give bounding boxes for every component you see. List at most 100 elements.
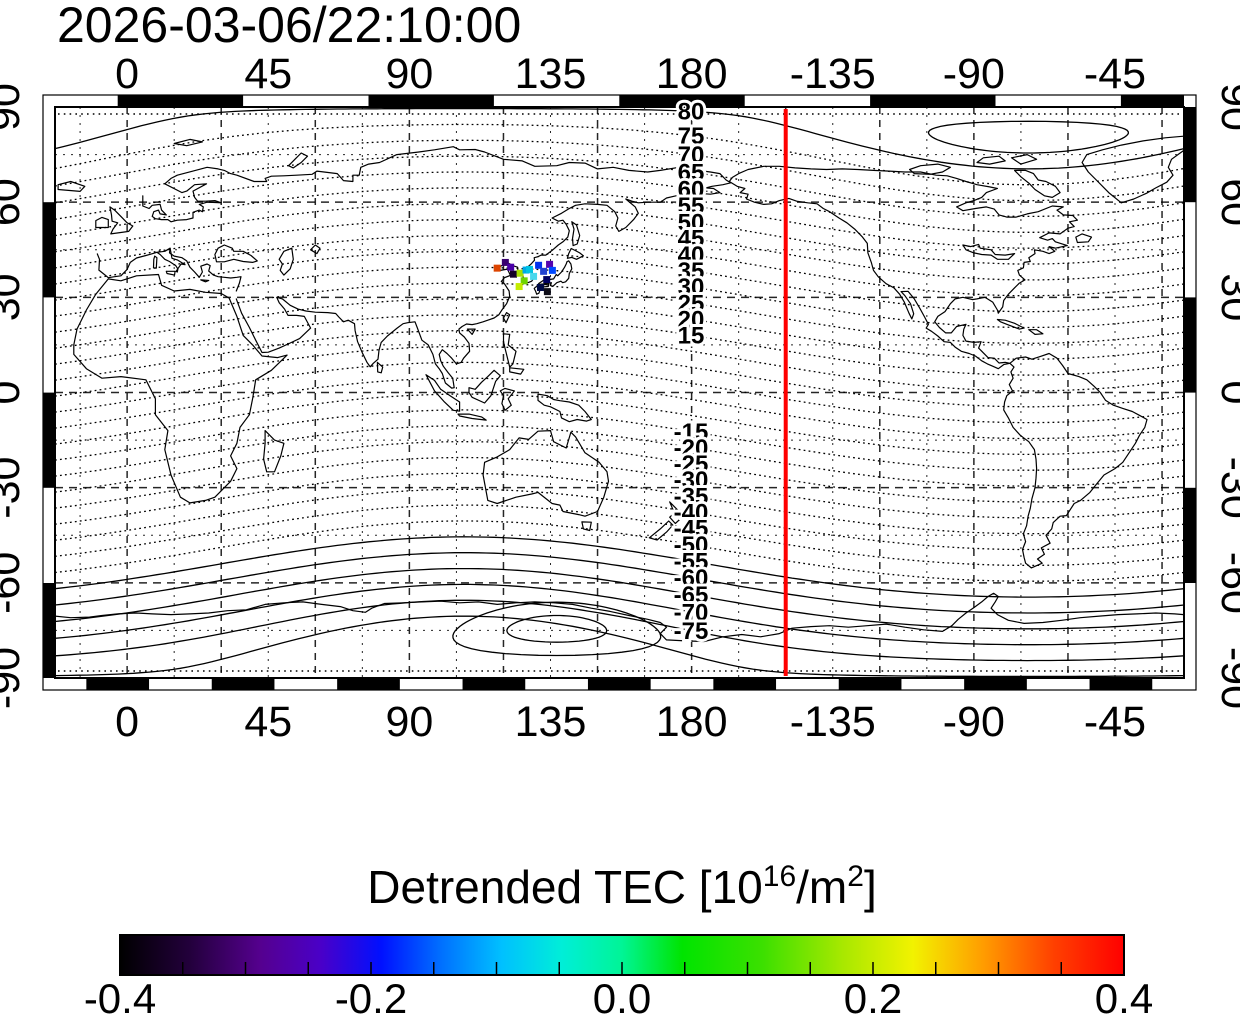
scatter-point: [515, 283, 523, 291]
axis-and-contour-labels: 0045459090135135180180-135-135-90-90-45-…: [0, 50, 1240, 746]
coastline-path: [581, 521, 592, 532]
map-border-frame: [42, 94, 1197, 691]
magnetic-latitude-contours: [54, 107, 1185, 678]
plot-title: 2026-03-06/22:10:00: [57, 0, 521, 53]
contour-label: 65: [678, 159, 705, 186]
contour-label: -30: [674, 467, 709, 494]
mag-contour-line: [54, 504, 1185, 567]
border-zebra-right: [1184, 297, 1196, 393]
mag-contour-line: [54, 187, 1185, 249]
coastline-path: [457, 413, 487, 421]
left-axis-tick-label: 0: [0, 381, 29, 405]
border-zebra-bottom: [1089, 678, 1153, 690]
coastline-path: [263, 430, 285, 473]
top-axis-tick-label: 135: [515, 50, 587, 98]
right-axis-tick-label: -60: [1212, 552, 1240, 614]
left-axis-tick-label: -90: [0, 647, 29, 709]
mag-contour-line: [54, 393, 1185, 456]
coastline-path: [499, 387, 515, 411]
coastline-path: [509, 367, 525, 375]
mag-contour-line: [54, 234, 1185, 297]
colorbar: Detrended TEC [1016/m2] -0.4 -0.2 0.0 0.2 0.…: [84, 860, 1153, 1022]
border-zebra-top: [619, 95, 745, 107]
border-zebra-bottom: [337, 678, 400, 690]
border-zebra-bottom: [462, 678, 526, 690]
scatter-point: [540, 267, 548, 275]
coastline-path: [468, 369, 501, 404]
top-axis-tick-label: -90: [943, 50, 1005, 98]
coastline-path: [669, 501, 688, 525]
right-axis-tick-label: 90: [1212, 83, 1240, 131]
bottom-axis-tick-label: 0: [115, 698, 139, 746]
colorbar-title: Detrended TEC [1016/m2]: [367, 860, 876, 913]
left-axis-tick-label: -30: [0, 457, 29, 519]
top-axis-tick-label: 90: [385, 50, 433, 98]
colorbar-tick-label: 0.4: [1095, 975, 1153, 1022]
mag-contour-line: [54, 488, 1185, 551]
contour-label: -70: [674, 599, 709, 626]
red-meridian-line: [783, 109, 788, 676]
mag-contour-line: [54, 536, 1185, 598]
coastline-path: [200, 279, 210, 283]
mag-contour-line: [54, 218, 1185, 281]
coastline-path: [109, 206, 134, 235]
coastline-path: [1120, 149, 1185, 204]
coastline-path: [288, 152, 309, 169]
border-zebra-bottom: [713, 678, 777, 690]
bottom-axis-tick-label: -90: [943, 698, 1005, 746]
top-axis-tick-label: 180: [656, 50, 728, 98]
bottom-axis-tick-label: 90: [385, 698, 433, 746]
coastline-path: [566, 247, 584, 260]
mag-contour-line: [54, 203, 1185, 265]
mag-contour-line: [54, 139, 1185, 202]
border-zebra-right: [1184, 487, 1196, 583]
coastline-path: [996, 318, 1025, 330]
border-zebra-bottom: [211, 678, 275, 690]
top-axis-tick-label: 45: [244, 50, 292, 98]
coastline-path: [425, 374, 461, 412]
scatter-point: [543, 288, 551, 296]
colorbar-tick-label: -0.2: [335, 975, 407, 1022]
mag-contour-line: [54, 282, 1185, 344]
bottom-axis-tick-label: -135: [790, 698, 876, 746]
colorbar-gradient-bar: [119, 934, 1125, 976]
right-axis-tick-label: 60: [1212, 178, 1240, 226]
contour-label: 75: [678, 123, 705, 150]
contour-label: 25: [678, 290, 705, 317]
coastline-path: [502, 312, 511, 324]
left-axis-tick-label: 90: [0, 83, 29, 131]
left-axis-tick-label: 30: [0, 273, 29, 321]
top-axis-tick-label: -45: [1084, 50, 1146, 98]
coastline-path: [537, 393, 592, 423]
coastline-path: [96, 247, 242, 292]
coastline-path: [152, 255, 158, 269]
mag-contour-line: [54, 441, 1185, 503]
coastline-path: [1014, 169, 1061, 198]
mag-contour-line: [54, 107, 1185, 170]
coastline-path: [648, 520, 674, 541]
contour-label: 60: [678, 176, 705, 203]
contour-label: 80: [678, 98, 705, 125]
coastline-path: [976, 155, 1006, 165]
coastline-path: [571, 221, 581, 247]
coastline-path: [156, 247, 186, 273]
top-axis-tick-label: -135: [790, 50, 876, 98]
contour-label: -65: [674, 582, 709, 609]
mag-contour-line: [54, 425, 1185, 487]
coastline-path: [537, 260, 573, 287]
mag-contour-line: [54, 298, 1185, 360]
contour-label: -45: [674, 516, 709, 543]
contour-label: 55: [678, 193, 705, 220]
scatter-point: [548, 266, 556, 274]
contour-label: 45: [678, 226, 705, 253]
left-axis-tick-label: -60: [0, 552, 29, 614]
bottom-axis-tick-label: 180: [656, 698, 728, 746]
coastline-path: [482, 430, 610, 517]
scatter-point: [525, 265, 533, 273]
coastline-path: [214, 244, 258, 263]
contour-label: -35: [674, 483, 709, 510]
left-axis-tick-label: 60: [0, 178, 29, 226]
contour-label: 30: [678, 274, 705, 301]
scatter-point: [501, 258, 509, 266]
